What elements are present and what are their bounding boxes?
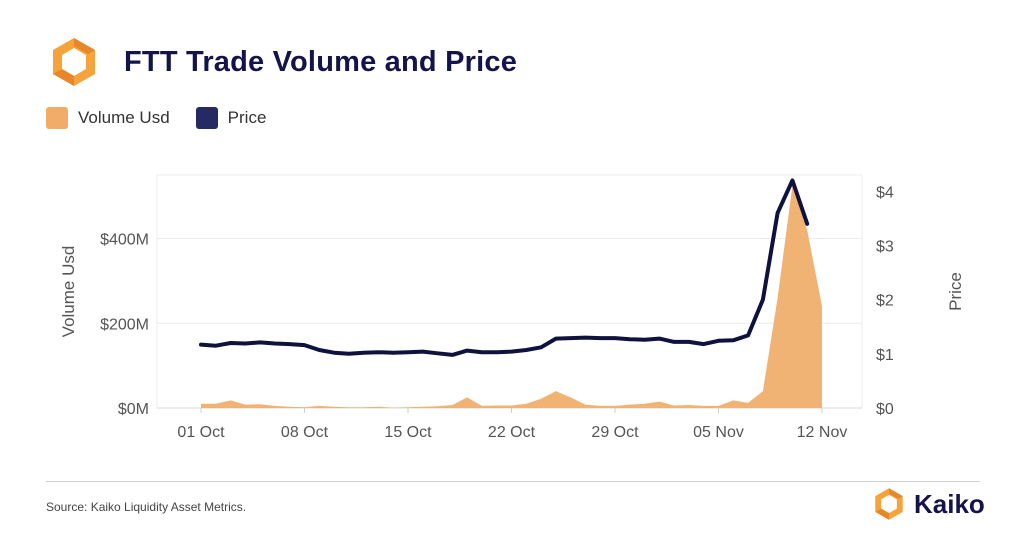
price-line [199, 178, 810, 357]
legend-label-volume: Volume Usd [78, 108, 170, 127]
x-tick-label: 08 Oct [281, 424, 329, 441]
y-right-tick-label: $4 [876, 184, 894, 201]
footer-divider [46, 481, 980, 482]
y-left-axis-title: Volume Usd [59, 246, 78, 338]
legend-swatch-price [195, 107, 218, 129]
x-tick-label: 01 Oct [177, 424, 225, 441]
kaiko-logo-icon [53, 38, 95, 86]
x-tick-label: 29 Oct [591, 424, 639, 441]
x-tick-label: 12 Nov [797, 424, 848, 441]
y-right-axis-title: Price [946, 272, 965, 311]
x-tick-label: 05 Nov [693, 424, 744, 441]
legend-item-volume[interactable]: Volume Usd [46, 107, 170, 129]
x-tick-label: 22 Oct [488, 424, 536, 441]
y-right-tick-label: $1 [876, 347, 894, 364]
header: FTT Trade Volume and Price [48, 36, 517, 88]
y-right-tick-label: $3 [876, 238, 894, 255]
y-right-tick-label: $2 [876, 293, 894, 310]
page-title: FTT Trade Volume and Price [124, 45, 518, 78]
y-left-tick-label: $400M [100, 232, 149, 249]
kaiko-logo-icon [875, 488, 903, 520]
y-right-tick-label: $0 [876, 401, 894, 418]
brand-name: Kaiko [914, 488, 985, 519]
legend-item-price[interactable]: Price [195, 107, 267, 129]
x-tick-label: 15 Oct [384, 424, 432, 441]
legend-label-price: Price [227, 108, 267, 127]
chart-legend: Volume Usd Price [46, 107, 292, 129]
brand: Kaiko [872, 487, 985, 521]
legend-swatch-volume [46, 107, 68, 129]
y-left-tick-label: $200M [100, 316, 149, 333]
plot-area [156, 174, 863, 409]
source-note: Source: Kaiko Liquidity Asset Metrics. [46, 500, 247, 514]
y-left-tick-label: $0M [118, 401, 149, 418]
volume-price-chart: $0M $200M $400M $0 $1 $2 $3 $4 01 Oct 08 Oct 15 Oc… [59, 174, 965, 441]
